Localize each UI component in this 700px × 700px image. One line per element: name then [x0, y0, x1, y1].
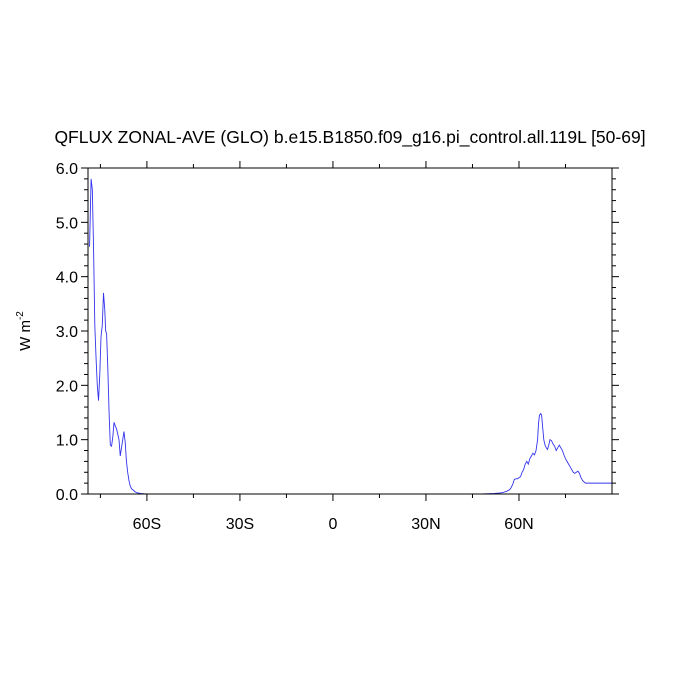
y-tick-label: 0.0: [56, 487, 78, 504]
series-line: [89, 178, 612, 495]
tick-labels: 0.0 1.0 2.0 3.0 4.0 5.0 6.0 60S 30S 0 30N 60N: [56, 161, 534, 533]
x-tick-label: 0: [328, 516, 337, 533]
x-tick-label: 60N: [504, 516, 533, 533]
y-tick-label: 1.0: [56, 433, 78, 450]
x-tick-label: 30N: [411, 516, 440, 533]
y-tick-label: 2.0: [56, 378, 78, 395]
y-tick-label: 5.0: [56, 215, 78, 232]
y-tick-label: 4.0: [56, 270, 78, 287]
x-tick-label: 30S: [226, 516, 254, 533]
y-axis-label-exponent: -2: [15, 311, 26, 320]
plot-frame: [87, 167, 613, 495]
y-axis-label: W m: [17, 320, 34, 351]
y-tick-label: 6.0: [56, 161, 78, 178]
x-tick-label: 60S: [133, 516, 161, 533]
y-tick-label: 3.0: [56, 324, 78, 341]
y-axis-title: W m-2: [15, 311, 34, 351]
axis-ticks: [81, 161, 619, 501]
chart-title: QFLUX ZONAL-AVE (GLO) b.e15.B1850.f09_g1…: [54, 127, 645, 148]
svg-text:W m-2: W m-2: [15, 311, 34, 351]
